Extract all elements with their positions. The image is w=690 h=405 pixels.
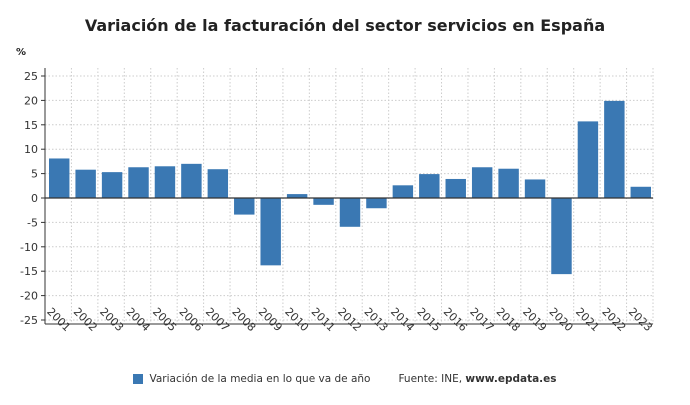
x-tick-label: 2020 [547, 305, 576, 334]
y-tick-label: -10 [20, 241, 38, 254]
y-tick-label: -15 [20, 265, 38, 278]
bar-2021 [577, 121, 599, 198]
x-tick-label: 2006 [176, 305, 205, 334]
source-label: Fuente: INE, [398, 373, 466, 385]
bar-2023 [630, 186, 651, 198]
bar-2008 [234, 198, 255, 215]
x-tick-label: 2011 [309, 305, 338, 334]
legend-swatch [133, 374, 144, 384]
y-tick-label: -25 [20, 314, 38, 327]
y-tick-label: 20 [24, 94, 38, 107]
bar-2015 [419, 174, 440, 198]
x-tick-label: 2004 [124, 305, 153, 334]
bar-2013 [366, 198, 387, 209]
bar-2010 [286, 194, 308, 198]
chart-title: Variación de la facturación del sector s… [84, 16, 606, 35]
bar-2018 [498, 168, 519, 198]
bar-2002 [75, 169, 96, 198]
y-tick-label: 0 [31, 192, 38, 205]
x-tick-label: 2018 [494, 305, 523, 334]
y-tick-label: 25 [24, 70, 38, 83]
bar-2005 [154, 166, 176, 198]
x-tick-label: 2019 [520, 305, 549, 334]
x-tick-label: 2015 [414, 305, 443, 334]
x-tick-label: 2013 [362, 305, 391, 334]
bar-2011 [313, 198, 334, 205]
bar-2006 [181, 163, 202, 198]
bar-2004 [128, 167, 149, 198]
x-tick-label: 2022 [599, 305, 628, 334]
bar-2016 [445, 178, 466, 198]
y-axis-unit: % [16, 47, 27, 58]
bar-2022 [604, 100, 625, 198]
y-tick-label: -20 [20, 290, 38, 303]
bar-2014 [392, 185, 414, 198]
source-text: Fuente: INE, www.epdata.es [398, 373, 556, 385]
x-tick-label: 2009 [256, 305, 285, 334]
y-tick-label: 10 [24, 143, 38, 156]
bar-2017 [471, 167, 493, 198]
bar-2019 [524, 179, 546, 198]
y-tick-label: -5 [27, 216, 38, 229]
x-tick-label: 2017 [467, 305, 496, 334]
y-tick-label: 15 [24, 119, 38, 132]
bar-2020 [551, 198, 572, 275]
bar-2003 [101, 172, 123, 198]
bar-2012 [339, 198, 361, 227]
bar-2001 [49, 158, 70, 198]
legend: Variación de la media en lo que va de añ… [0, 373, 690, 385]
x-tick-label: 2002 [71, 305, 100, 334]
legend-label: Variación de la media en lo que va de añ… [149, 373, 371, 385]
source-link[interactable]: www.epdata.es [465, 373, 557, 385]
x-tick-label: 2008 [229, 305, 258, 334]
bar-2009 [260, 198, 281, 266]
bar-2007 [207, 169, 229, 198]
y-tick-label: 5 [31, 168, 38, 181]
